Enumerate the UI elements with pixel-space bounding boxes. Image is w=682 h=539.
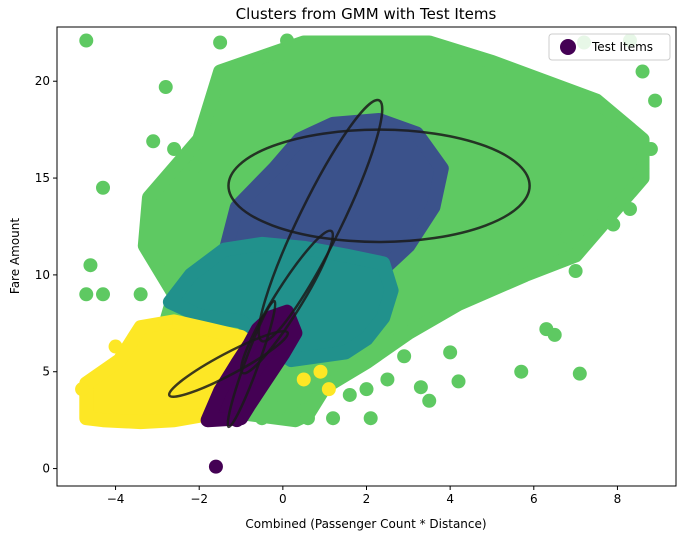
point-cluster3 [280, 33, 295, 48]
point-cluster3 [326, 411, 341, 426]
point-cluster3 [254, 411, 269, 426]
region-cluster2 [162, 236, 399, 368]
point-cluster4 [158, 316, 173, 331]
y-axis: 0 5 10 15 20 [35, 74, 57, 476]
point-cluster3 [514, 364, 529, 379]
point-cluster3 [547, 327, 562, 342]
point-cluster3 [413, 380, 428, 395]
point-cluster3 [635, 64, 650, 79]
point-cluster3 [510, 267, 525, 282]
y-tick-label: 10 [35, 268, 50, 282]
x-tick-label: 8 [614, 492, 622, 506]
point-cluster3 [342, 387, 357, 402]
point-cluster3 [167, 142, 182, 157]
legend-marker [560, 39, 576, 55]
y-tick-label: 15 [35, 171, 50, 185]
plot-area [75, 33, 663, 474]
legend-label: Test Items [591, 40, 653, 54]
point-cluster3 [397, 349, 412, 364]
x-axis-label: Combined (Passenger Count * Distance) [245, 517, 486, 531]
gmm-ellipse-1 [257, 98, 384, 343]
legend-box [548, 33, 671, 61]
x-axis: −4 −2 0 2 4 6 8 [107, 486, 622, 506]
point-cluster3 [79, 33, 94, 48]
gmm-ellipse-3 [167, 329, 290, 399]
x-tick-label: −4 [107, 492, 125, 506]
point-cluster3 [359, 382, 374, 397]
point-cluster3 [79, 287, 94, 302]
point-cluster3 [96, 287, 111, 302]
point-cluster3 [443, 345, 458, 360]
gmm-ellipse-2 [239, 229, 335, 375]
point-cluster4 [108, 339, 123, 354]
point-cluster3 [451, 374, 466, 389]
point-cluster3 [568, 264, 583, 279]
x-tick-label: 4 [446, 492, 454, 506]
point-cluster3 [296, 403, 311, 418]
point-cluster4 [296, 372, 311, 387]
point-cluster3 [643, 142, 658, 157]
region-cluster0 [200, 304, 303, 428]
point-cluster3 [363, 411, 378, 426]
chart-title: Clusters from GMM with Test Items [236, 5, 497, 23]
point-cluster3 [648, 93, 663, 108]
point-cluster4 [321, 382, 336, 397]
point-cluster3 [96, 180, 111, 195]
x-tick-label: 6 [530, 492, 538, 506]
point-cluster3 [622, 202, 637, 217]
point-cluster0 [208, 459, 223, 474]
gmm-ellipse-4 [226, 299, 277, 429]
legend: Test Items [548, 33, 671, 61]
point-cluster3 [146, 134, 161, 149]
x-tick-label: −2 [190, 492, 208, 506]
point-cluster3 [158, 80, 173, 95]
point-cluster3 [606, 217, 621, 232]
point-cluster3 [422, 393, 437, 408]
y-tick-label: 20 [35, 74, 50, 88]
y-axis-label: Fare Amount [8, 218, 22, 294]
point-cluster3 [133, 287, 148, 302]
point-cluster3 [83, 258, 98, 273]
x-tick-label: 0 [279, 492, 287, 506]
point-cluster3 [380, 372, 395, 387]
point-cluster3 [572, 366, 587, 381]
y-tick-label: 5 [42, 365, 50, 379]
x-tick-label: 2 [363, 492, 371, 506]
point-cluster3 [188, 159, 203, 174]
point-cluster4 [75, 382, 90, 397]
point-cluster3 [560, 229, 575, 244]
point-cluster4 [313, 364, 328, 379]
point-cluster3 [213, 35, 228, 50]
point-cluster3 [635, 161, 650, 176]
y-tick-label: 0 [42, 462, 50, 476]
point-cluster3 [271, 401, 286, 416]
